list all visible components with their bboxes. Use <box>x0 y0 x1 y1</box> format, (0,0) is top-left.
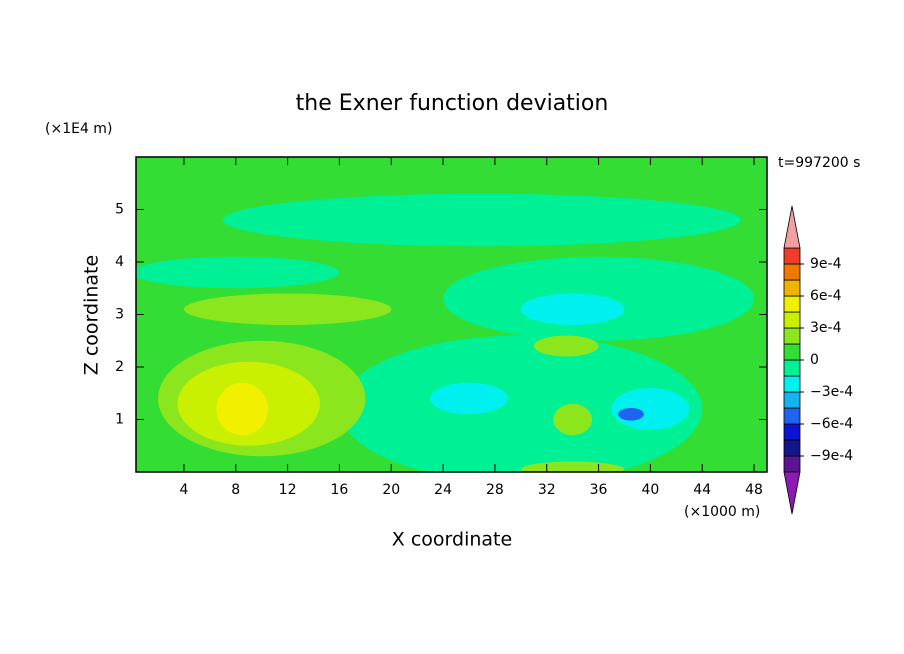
colorbar-box <box>783 359 801 377</box>
y-tick-label: 1 <box>115 412 124 428</box>
colorbar-box <box>783 375 801 393</box>
y-axis-label: Z coordinate <box>81 255 103 375</box>
colorbar-tick-label: 6e-4 <box>810 288 842 304</box>
colorbar-over <box>783 205 801 249</box>
x-tick-label: 24 <box>434 482 452 498</box>
x-tick-label: 32 <box>538 482 556 498</box>
contour-region <box>520 461 625 472</box>
colorbar-tick-label: 3e-4 <box>810 320 842 336</box>
x-tick-label: 8 <box>231 482 240 498</box>
y-tick-label: 3 <box>115 307 124 323</box>
contour-region <box>617 407 644 421</box>
colorbar-box <box>783 423 801 441</box>
y-tick-label: 5 <box>115 202 124 218</box>
x-tick-label: 12 <box>279 482 297 498</box>
contour-region <box>339 335 703 472</box>
contour-field <box>136 157 767 472</box>
x-unit: (×1000 m) <box>684 504 760 520</box>
colorbar-tick-label: −3e-4 <box>810 384 853 400</box>
colorbar-box <box>783 455 801 473</box>
colorbar-tick-label: −6e-4 <box>810 416 853 432</box>
x-tick-label: 16 <box>331 482 349 498</box>
colorbar-box <box>783 439 801 457</box>
colorbar-under <box>783 471 801 515</box>
x-tick-label: 4 <box>179 482 188 498</box>
annotation: t=997200 s <box>778 155 860 171</box>
contour-region <box>533 335 599 357</box>
colorbar-box <box>783 343 801 361</box>
colorbar-tick-label: −9e-4 <box>810 448 853 464</box>
x-axis-label: X coordinate <box>392 529 512 551</box>
colorbar-box <box>783 279 801 297</box>
colorbar-box <box>783 247 801 265</box>
x-tick-label: 44 <box>693 482 711 498</box>
x-tick-label: 48 <box>745 482 763 498</box>
x-tick-label: 28 <box>486 482 504 498</box>
y-tick-label: 2 <box>115 359 124 375</box>
colorbar-tick-label: 0 <box>810 352 819 368</box>
x-tick-label: 36 <box>590 482 608 498</box>
contour-region <box>611 388 690 430</box>
y-unit: (×1E4 m) <box>45 121 112 137</box>
colorbar-box <box>783 327 801 345</box>
contour-region <box>222 193 742 247</box>
chart-title: the Exner function deviation <box>296 91 609 116</box>
contour-region <box>136 256 340 289</box>
contour-region <box>216 382 269 436</box>
contour-region <box>553 403 593 436</box>
y-tick-label: 4 <box>115 254 124 270</box>
colorbar-box <box>783 311 801 329</box>
x-tick-label: 20 <box>382 482 400 498</box>
colorbar-box <box>783 391 801 409</box>
colorbar-box <box>783 295 801 313</box>
colorbar-tick-label: 9e-4 <box>810 256 842 272</box>
x-tick-label: 40 <box>641 482 659 498</box>
colorbar-box <box>783 263 801 281</box>
contour-region <box>183 293 392 325</box>
colorbar-box <box>783 407 801 425</box>
contour-region <box>430 382 508 415</box>
contour-region <box>520 293 625 325</box>
